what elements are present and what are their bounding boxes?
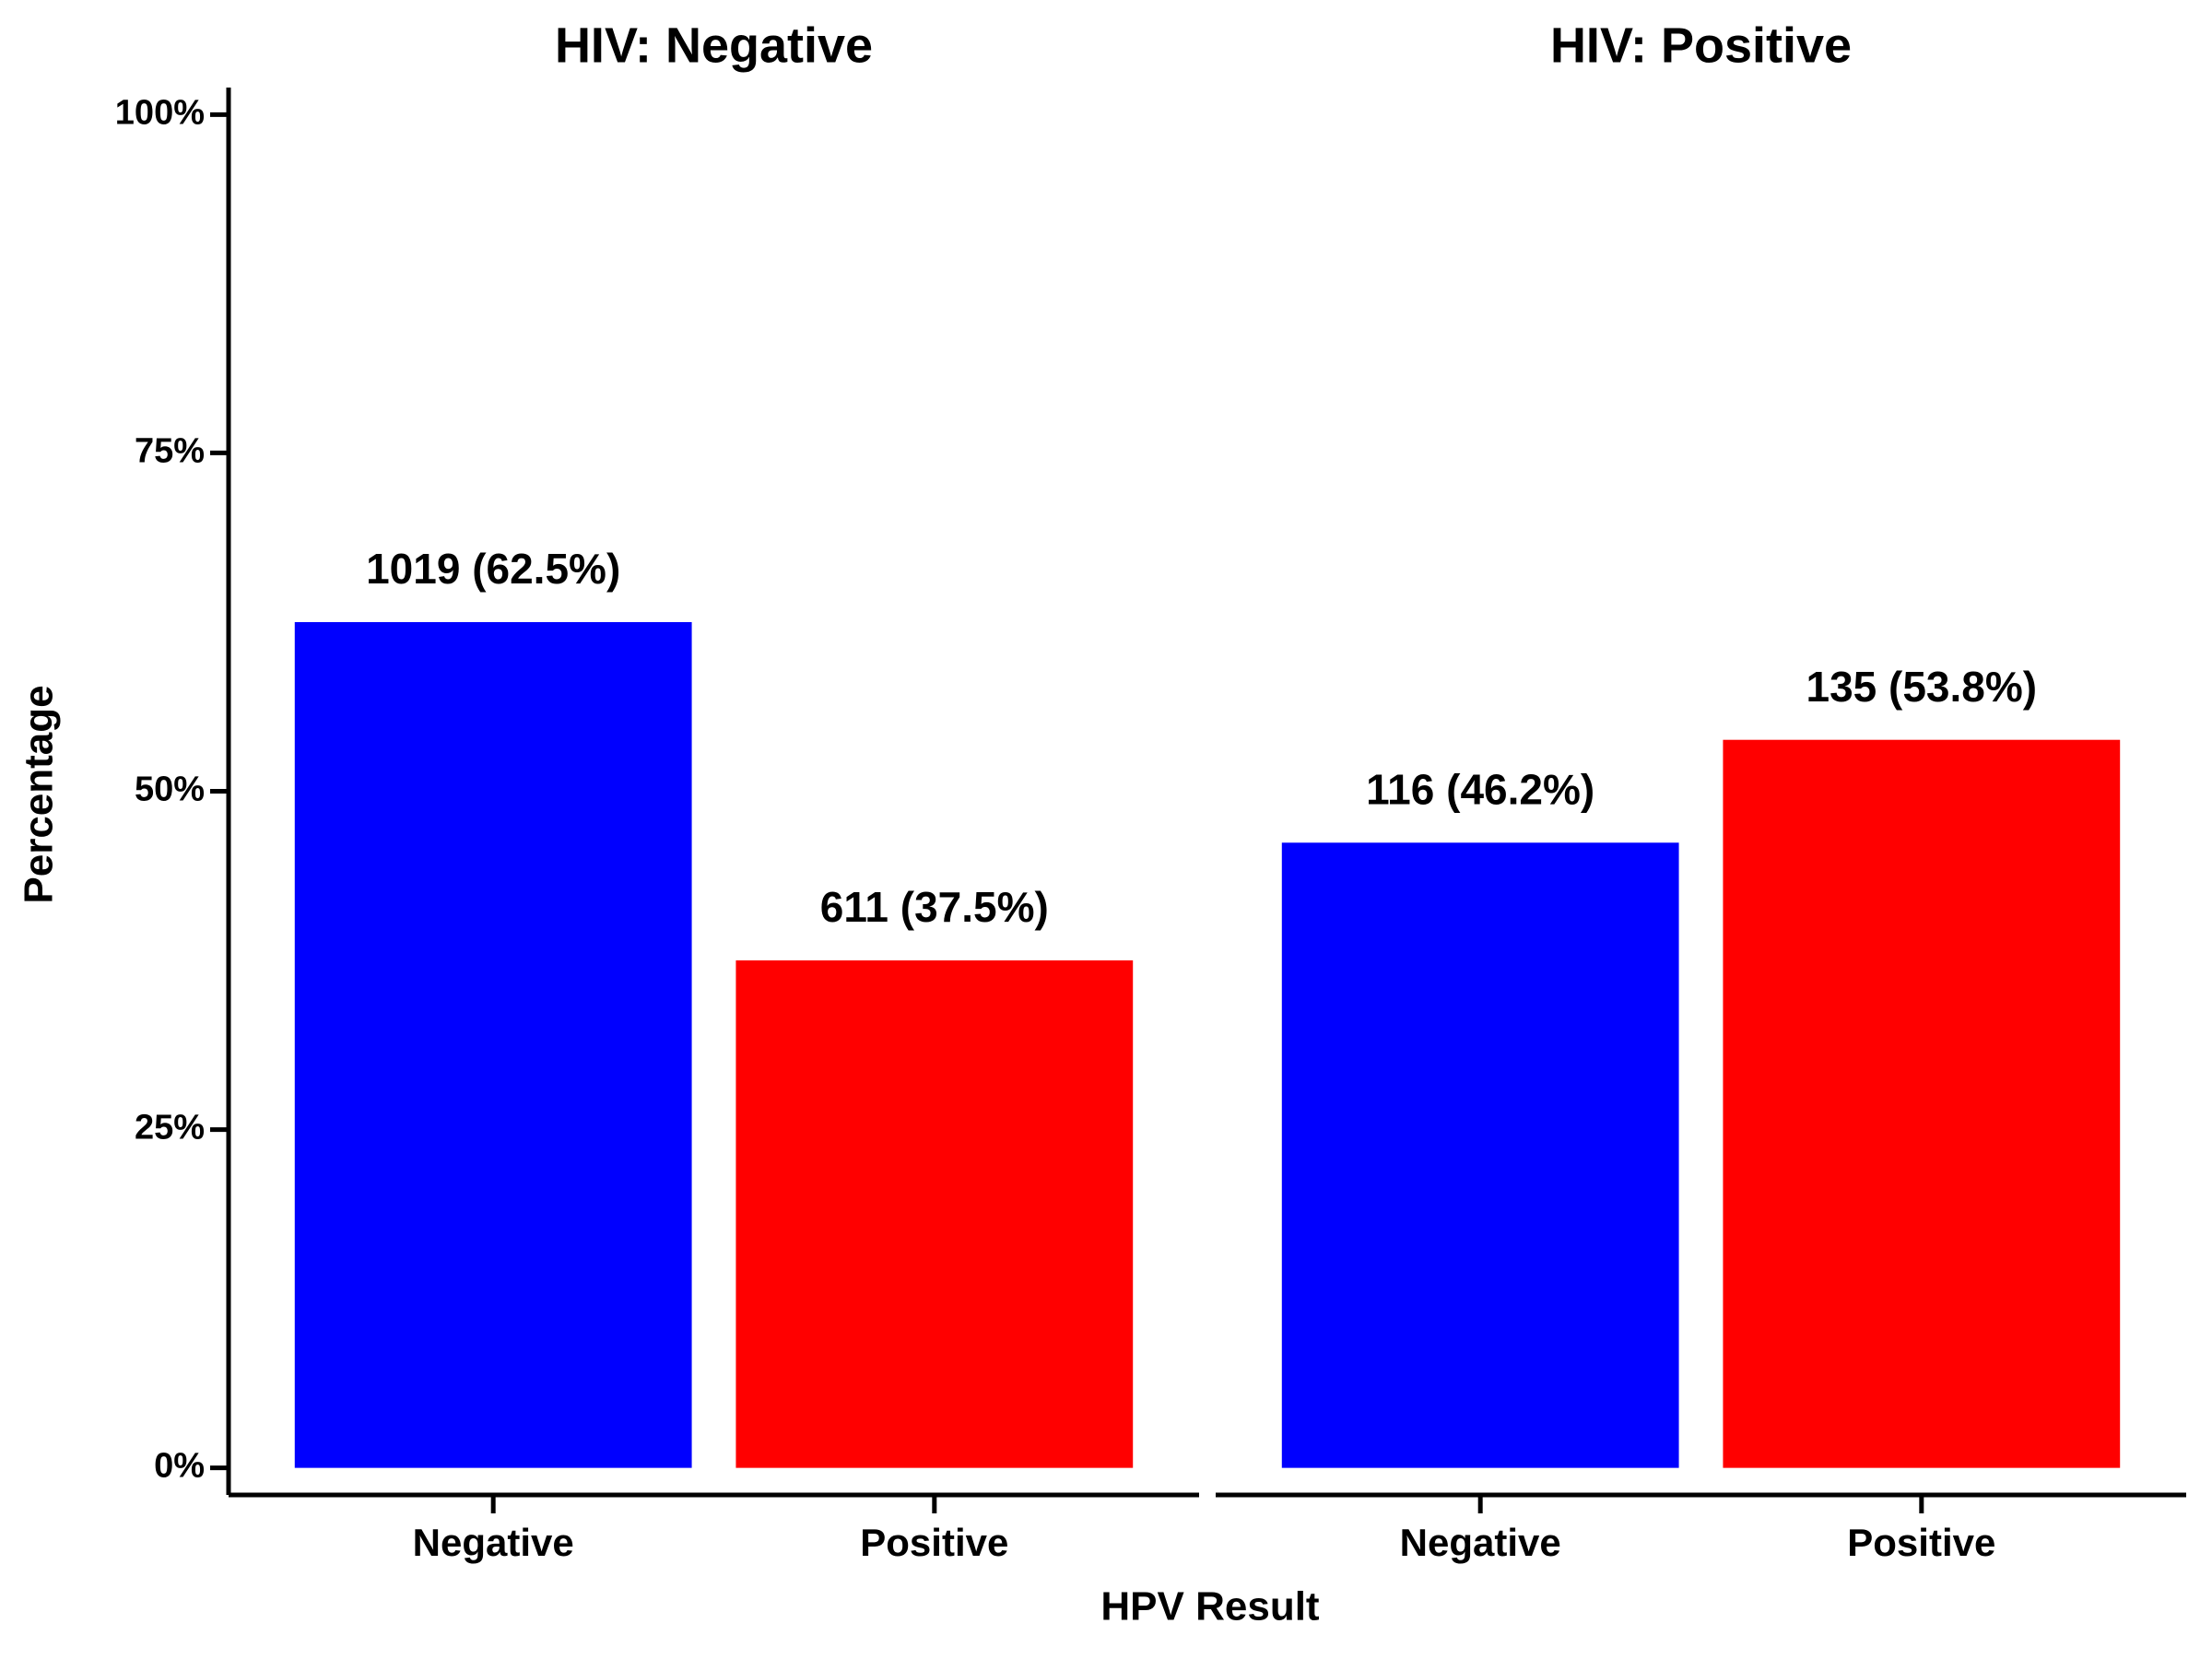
value-label: 611 (37.5%) xyxy=(820,883,1049,931)
facet-title: HIV: Positive xyxy=(1550,18,1852,73)
value-label: 135 (53.8%) xyxy=(1806,663,2038,711)
y-tick-label: 25% xyxy=(135,1109,205,1147)
bar xyxy=(294,621,692,1468)
x-axis-label: HPV Result xyxy=(1100,1584,1320,1630)
bar xyxy=(735,960,1134,1468)
x-tick-label: Positive xyxy=(1847,1521,1995,1564)
y-tick-label: 0% xyxy=(154,1447,205,1486)
y-tick-label: 100% xyxy=(115,93,205,132)
facet-title: HIV: Negative xyxy=(555,18,873,73)
x-tick-label: Positive xyxy=(860,1521,1008,1564)
y-tick-label: 75% xyxy=(135,431,205,470)
y-tick-label: 50% xyxy=(135,771,205,809)
x-tick-label: Negative xyxy=(1400,1521,1561,1564)
bar xyxy=(1723,739,2121,1468)
value-label: 1019 (62.5%) xyxy=(366,545,620,593)
x-tick-label: Negative xyxy=(413,1521,574,1564)
bar xyxy=(1281,842,1679,1468)
y-axis-label: Percentage xyxy=(17,685,62,903)
value-label: 116 (46.2%) xyxy=(1366,765,1594,813)
